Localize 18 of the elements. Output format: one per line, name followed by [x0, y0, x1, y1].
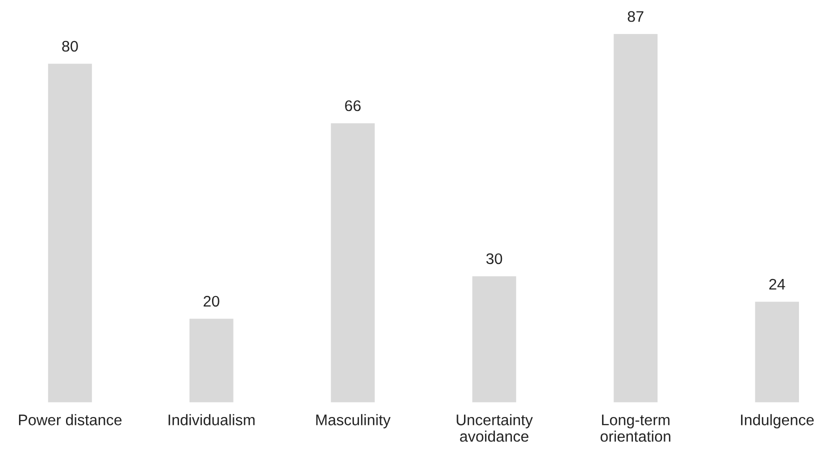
- x-tick-label: Indulgence: [741, 414, 814, 428]
- data-label: 87: [628, 11, 644, 22]
- data-label: 30: [486, 253, 502, 264]
- bar: [46, 62, 94, 403]
- x-tick-label: Uncertainty avoidance: [456, 414, 533, 442]
- x-tick-label: Masculinity: [316, 414, 391, 428]
- bar: [329, 122, 376, 403]
- x-tick-label: Individualism: [168, 414, 255, 426]
- data-label: 24: [769, 278, 786, 290]
- data-label: 66: [345, 100, 361, 112]
- data-label: 20: [204, 296, 220, 307]
- bar: [470, 274, 518, 403]
- x-tick-label: Long-term orientation: [600, 414, 670, 442]
- bar: [612, 32, 659, 403]
- data-label: 80: [62, 40, 78, 52]
- bar: [754, 300, 800, 403]
- x-tick-label: Power distance: [19, 414, 122, 426]
- bar: [188, 317, 235, 403]
